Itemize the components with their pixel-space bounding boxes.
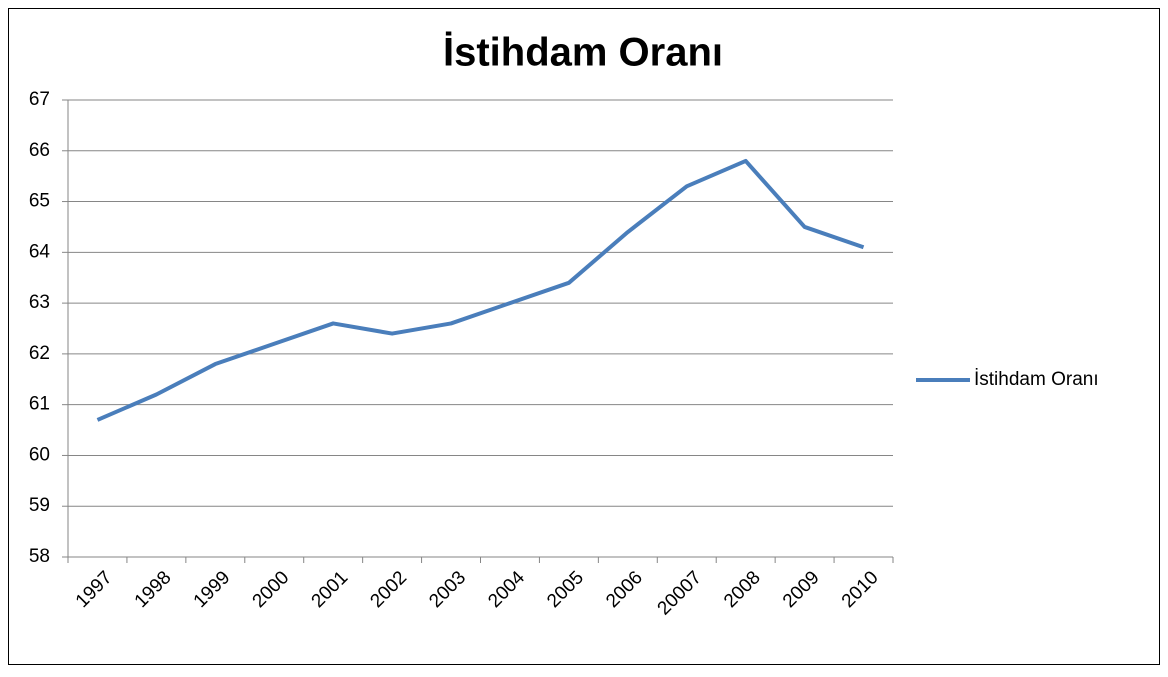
y-tick-label: 61 bbox=[29, 394, 50, 415]
y-tick-label: 65 bbox=[29, 191, 50, 212]
y-tick-label: 60 bbox=[29, 444, 50, 465]
y-tick-label: 63 bbox=[29, 292, 50, 313]
chart-title: İstihdam Oranı bbox=[443, 31, 723, 75]
y-tick-label: 64 bbox=[29, 241, 51, 262]
chart-frame bbox=[8, 8, 1160, 665]
line-series bbox=[96, 158, 865, 422]
legend-label: İstihdam Oranı bbox=[974, 369, 1099, 390]
y-tick-label: 58 bbox=[29, 546, 50, 567]
y-tick-label: 62 bbox=[29, 343, 50, 364]
y-tick-label: 67 bbox=[29, 89, 50, 110]
y-tick-label: 66 bbox=[29, 140, 50, 161]
y-tick-label: 59 bbox=[29, 495, 50, 516]
